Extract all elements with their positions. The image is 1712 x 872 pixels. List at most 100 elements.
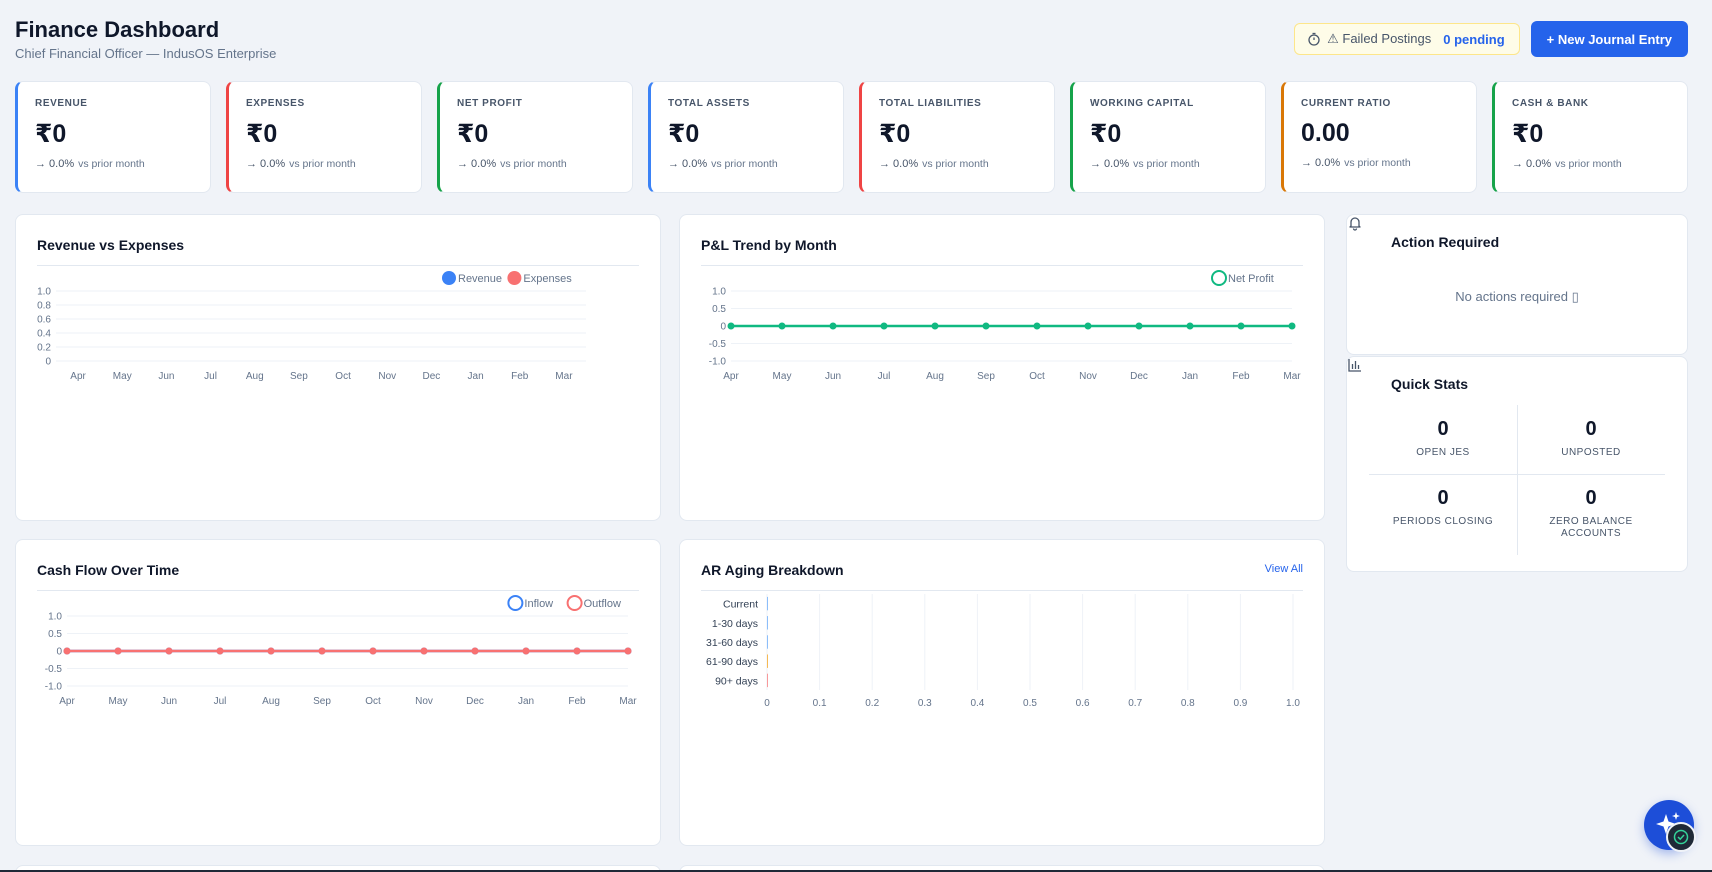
grid-divider — [1369, 474, 1665, 475]
x-tick-label: Jun — [161, 696, 177, 707]
kpi-change-value: → 0.0% — [1301, 157, 1341, 169]
y-tick-label: -0.5 — [709, 339, 727, 350]
kpi-label: CASH & BANK — [1512, 98, 1589, 109]
x-tick-label: Oct — [1029, 371, 1045, 382]
quick-stats-title: Quick Stats — [1391, 376, 1469, 392]
x-tick-label: Nov — [378, 371, 396, 382]
x-tick-label: Jul — [878, 371, 891, 382]
kpi-change: → 0.0% vs prior month — [246, 158, 404, 170]
x-tick-label: Jun — [158, 371, 174, 382]
kpi-card: NET PROFIT ₹0 → 0.0% vs prior month — [437, 81, 633, 193]
kpi-change: → 0.0% vs prior month — [1512, 158, 1670, 170]
kpi-change-note: vs prior month — [1555, 158, 1622, 170]
page-subtitle: Chief Financial Officer — IndusOS Enterp… — [15, 46, 277, 61]
card-title: Cash Flow Over Time — [37, 562, 180, 578]
data-point — [573, 647, 581, 655]
y-tick-label: 0.6 — [37, 315, 51, 326]
data-point — [1186, 322, 1194, 330]
data-point — [829, 322, 837, 330]
x-tick-label: Jan — [1182, 371, 1198, 382]
x-tick-label: Mar — [619, 696, 637, 707]
bottom-edge — [0, 870, 1712, 872]
y-tick-label: Current — [723, 599, 758, 611]
kpi-change: → 0.0% vs prior month — [1301, 157, 1459, 169]
kpi-change-value: → 0.0% — [1512, 158, 1552, 170]
failed-postings-button[interactable]: ⚠ Failed Postings 0 pending — [1294, 23, 1520, 55]
revenue-vs-expenses-card: Revenue vs Expenses 1.0 0.8 0.6 0.4 0.2 0 Apr M… — [15, 214, 661, 521]
kpi-change-value: → 0.0% — [457, 158, 497, 170]
legend-marker — [507, 595, 524, 611]
pending-count: 0 pending — [1443, 31, 1505, 47]
status-check-button[interactable] — [1666, 822, 1696, 852]
legend-marker — [507, 271, 522, 285]
kpi-change-note: vs prior month — [289, 158, 356, 170]
y-tick-label: -1.0 — [45, 682, 63, 693]
kpi-label: TOTAL ASSETS — [668, 98, 750, 109]
data-point — [471, 647, 479, 655]
kpi-change: → 0.0% vs prior month — [1090, 158, 1248, 170]
view-all-link[interactable]: View All — [1264, 563, 1303, 575]
kpi-value: ₹0 — [35, 120, 67, 148]
stat-zero-balance-accounts: 0 ZERO BALANCE ACCOUNTS — [1517, 474, 1665, 543]
x-tick-label: Nov — [415, 696, 433, 707]
legend-label: Outflow — [584, 598, 621, 610]
x-tick-label: Apr — [70, 371, 86, 382]
kpi-change-note: vs prior month — [78, 158, 145, 170]
kpi-change: → 0.0% vs prior month — [668, 158, 826, 170]
x-tick-label: Jan — [468, 371, 484, 382]
stat-unposted: 0 UNPOSTED — [1517, 405, 1665, 474]
x-tick-label: Dec — [423, 371, 441, 382]
kpi-card: WORKING CAPITAL ₹0 → 0.0% vs prior month — [1070, 81, 1266, 193]
kpi-value: 0.00 — [1301, 119, 1350, 147]
data-point — [114, 647, 122, 655]
x-tick-label: 0.3 — [918, 698, 932, 709]
quick-stats-grid: 0 OPEN JES 0 UNPOSTED 0 PERIODS CLOSING … — [1369, 405, 1665, 555]
new-journal-entry-button[interactable]: + New Journal Entry — [1530, 21, 1688, 57]
stat-value: 0 — [1585, 418, 1597, 440]
failed-postings-label: ⚠ Failed Postings — [1327, 31, 1432, 46]
x-tick-label: Oct — [365, 696, 381, 707]
x-tick-label: Jul — [214, 696, 227, 707]
data-bar — [767, 616, 768, 630]
kpi-label: NET PROFIT — [457, 98, 523, 109]
kpi-label: REVENUE — [35, 98, 88, 109]
y-tick-label: -1.0 — [709, 357, 727, 368]
data-point — [931, 322, 939, 330]
legend-label: Expenses — [523, 273, 572, 285]
cash-flow-card: Cash Flow Over Time 1.0 0.5 0 -0.5 -1.0 Apr Ma… — [15, 539, 661, 846]
x-tick-label: Sep — [290, 371, 308, 382]
x-tick-label: 0.4 — [970, 698, 984, 709]
x-tick-label: Nov — [1079, 371, 1097, 382]
kpi-change: → 0.0% vs prior month — [879, 158, 1037, 170]
card-title: AR Aging Breakdown — [701, 562, 844, 578]
kpi-card: REVENUE ₹0 → 0.0% vs prior month — [15, 81, 211, 193]
x-tick-label: Dec — [466, 696, 484, 707]
x-tick-label: Apr — [723, 371, 739, 382]
kpi-value: ₹0 — [668, 120, 700, 148]
x-tick-label: 0.6 — [1076, 698, 1090, 709]
y-tick-label: 0 — [720, 322, 726, 333]
data-bar — [767, 673, 768, 688]
data-point — [1084, 322, 1092, 330]
x-tick-label: 0.2 — [865, 698, 879, 709]
x-tick-label: Mar — [555, 371, 573, 382]
x-tick-label: Feb — [1232, 371, 1250, 382]
legend-label: Net Profit — [1228, 273, 1274, 285]
kpi-card: CURRENT RATIO 0.00 → 0.0% vs prior month — [1281, 81, 1477, 193]
kpi-card: TOTAL ASSETS ₹0 → 0.0% vs prior month — [648, 81, 844, 193]
kpi-label: EXPENSES — [246, 98, 305, 109]
kpi-change-value: → 0.0% — [35, 158, 75, 170]
divider — [37, 590, 639, 591]
action-required-title: Action Required — [1391, 234, 1500, 250]
y-tick-label: -0.5 — [45, 664, 63, 675]
x-tick-label: Feb — [511, 371, 529, 382]
stat-value: 0 — [1437, 418, 1449, 440]
y-tick-label: 90+ days — [715, 675, 758, 687]
kpi-row: REVENUE ₹0 → 0.0% vs prior month EXPENSES ₹0 →… — [15, 81, 1688, 193]
x-tick-label: Aug — [262, 696, 280, 707]
x-tick-label: Jun — [825, 371, 841, 382]
page-header: Finance Dashboard Chief Financial Office… — [15, 16, 1688, 61]
kpi-change-value: → 0.0% — [668, 158, 708, 170]
y-tick-label: 0 — [56, 647, 62, 658]
y-tick-label: 0.5 — [712, 304, 726, 315]
